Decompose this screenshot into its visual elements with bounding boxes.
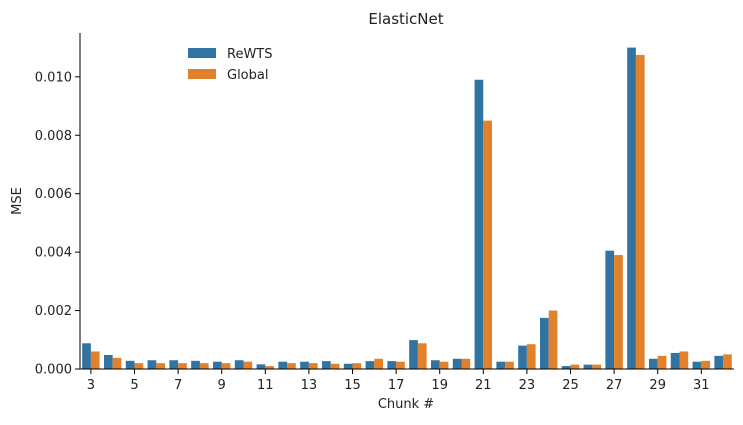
bar-global-chunk-4 — [112, 357, 122, 369]
bar-rewts-chunk-7 — [169, 360, 179, 369]
bar-rewts-chunk-10 — [234, 360, 244, 369]
legend-label-rewts: ReWTS — [227, 47, 273, 62]
x-tick-label: 25 — [562, 378, 579, 393]
bar-rewts-chunk-15 — [343, 363, 353, 369]
bar-rewts-chunk-32 — [714, 355, 724, 369]
x-tick-label: 15 — [344, 378, 361, 393]
bar-rewts-chunk-17 — [387, 361, 397, 369]
x-ticks-group: 3 5 7 9 11 13 15 17 19 21 23 25 27 29 31 — [87, 369, 710, 393]
bar-global-chunk-29 — [657, 355, 667, 369]
bar-global-chunk-31 — [701, 360, 711, 369]
x-tick-label: 11 — [257, 378, 274, 393]
y-ticks-group: 0.000 0.002 0.004 0.006 0.008 0.010 — [35, 70, 80, 378]
x-tick-label: 9 — [218, 378, 226, 393]
bar-rewts-chunk-22 — [496, 361, 506, 369]
bar-rewts-chunk-20 — [452, 358, 462, 369]
x-tick-label: 13 — [301, 378, 318, 393]
y-tick-label: 0.000 — [35, 363, 72, 378]
bar-rewts-chunk-25 — [561, 366, 571, 369]
x-tick-label: 5 — [130, 378, 138, 393]
bar-global-chunk-5 — [134, 363, 144, 369]
x-tick-label: 23 — [519, 378, 536, 393]
bar-global-chunk-28 — [635, 54, 645, 369]
bar-global-chunk-27 — [614, 255, 623, 369]
bar-rewts-chunk-12 — [278, 361, 288, 369]
bar-global-chunk-30 — [679, 351, 689, 369]
y-tick-label: 0.004 — [35, 246, 72, 261]
bar-global-chunk-26 — [592, 364, 602, 369]
bar-global-chunk-32 — [723, 354, 732, 369]
bar-rewts-chunk-30 — [670, 352, 680, 369]
bar-rewts-chunk-28 — [627, 47, 636, 370]
bar-global-chunk-15 — [352, 363, 362, 369]
bar-global-chunk-12 — [287, 363, 296, 369]
legend-swatch-rewts — [188, 48, 216, 58]
bar-global-chunk-13 — [308, 363, 318, 369]
bar-global-chunk-8 — [199, 363, 209, 369]
bar-global-chunk-14 — [330, 363, 340, 369]
x-tick-label: 27 — [606, 378, 623, 393]
bar-global-chunk-3 — [90, 351, 100, 369]
y-tick-label: 0.002 — [35, 304, 72, 319]
bar-rewts-chunk-24 — [539, 317, 549, 369]
x-tick-label: 3 — [87, 378, 95, 393]
bar-rewts-chunk-11 — [256, 364, 266, 369]
x-tick-label: 29 — [649, 378, 666, 393]
bar-global-chunk-18 — [417, 343, 427, 369]
bar-rewts-chunk-19 — [430, 360, 440, 369]
bar-rewts-chunk-8 — [191, 360, 200, 369]
y-axis-label: MSE — [10, 187, 25, 215]
bar-global-chunk-22 — [505, 361, 514, 369]
y-tick-label: 0.010 — [35, 70, 72, 85]
x-tick-label: 19 — [431, 378, 448, 393]
x-tick-label: 31 — [693, 378, 710, 393]
bar-rewts-chunk-9 — [212, 361, 222, 369]
y-tick-label: 0.008 — [35, 129, 72, 144]
bar-global-chunk-9 — [221, 363, 231, 369]
bar-rewts-chunk-6 — [147, 360, 157, 369]
legend: ReWTS Global — [188, 47, 273, 83]
bar-global-chunk-21 — [483, 120, 493, 370]
x-tick-label: 21 — [475, 378, 492, 393]
bar-global-chunk-25 — [570, 364, 580, 369]
bar-rewts-chunk-3 — [82, 343, 91, 369]
bar-global-chunk-10 — [243, 361, 253, 369]
x-tick-label: 7 — [174, 378, 182, 393]
bar-rewts-chunk-18 — [409, 340, 418, 369]
bar-global-chunk-17 — [396, 361, 405, 369]
bar-rewts-chunk-14 — [321, 361, 331, 369]
bar-rewts-chunk-4 — [103, 354, 113, 369]
bar-global-chunk-19 — [439, 361, 449, 369]
bar-global-chunk-24 — [548, 310, 558, 369]
legend-label-global: Global — [227, 68, 268, 83]
bar-global-chunk-16 — [374, 358, 384, 369]
bar-rewts-chunk-26 — [583, 364, 593, 369]
bar-global-chunk-7 — [178, 363, 187, 369]
x-axis-label: Chunk # — [378, 397, 434, 412]
x-tick-label: 17 — [388, 378, 405, 393]
bar-rewts-chunk-31 — [692, 361, 702, 369]
bar-rewts-chunk-5 — [125, 360, 135, 369]
y-tick-label: 0.006 — [35, 187, 72, 202]
bar-rewts-chunk-23 — [518, 345, 527, 369]
chart-title: ElasticNet — [368, 10, 443, 28]
bars-group — [82, 47, 732, 370]
bar-global-chunk-6 — [156, 363, 166, 369]
bar-rewts-chunk-27 — [605, 250, 615, 369]
bar-rewts-chunk-29 — [648, 358, 658, 369]
legend-swatch-global — [188, 69, 216, 79]
bar-global-chunk-20 — [461, 358, 471, 369]
bar-rewts-chunk-21 — [474, 79, 484, 369]
bar-rewts-chunk-13 — [300, 361, 309, 369]
bar-global-chunk-11 — [265, 366, 275, 369]
bar-rewts-chunk-16 — [365, 361, 375, 369]
bar-global-chunk-23 — [526, 344, 536, 369]
